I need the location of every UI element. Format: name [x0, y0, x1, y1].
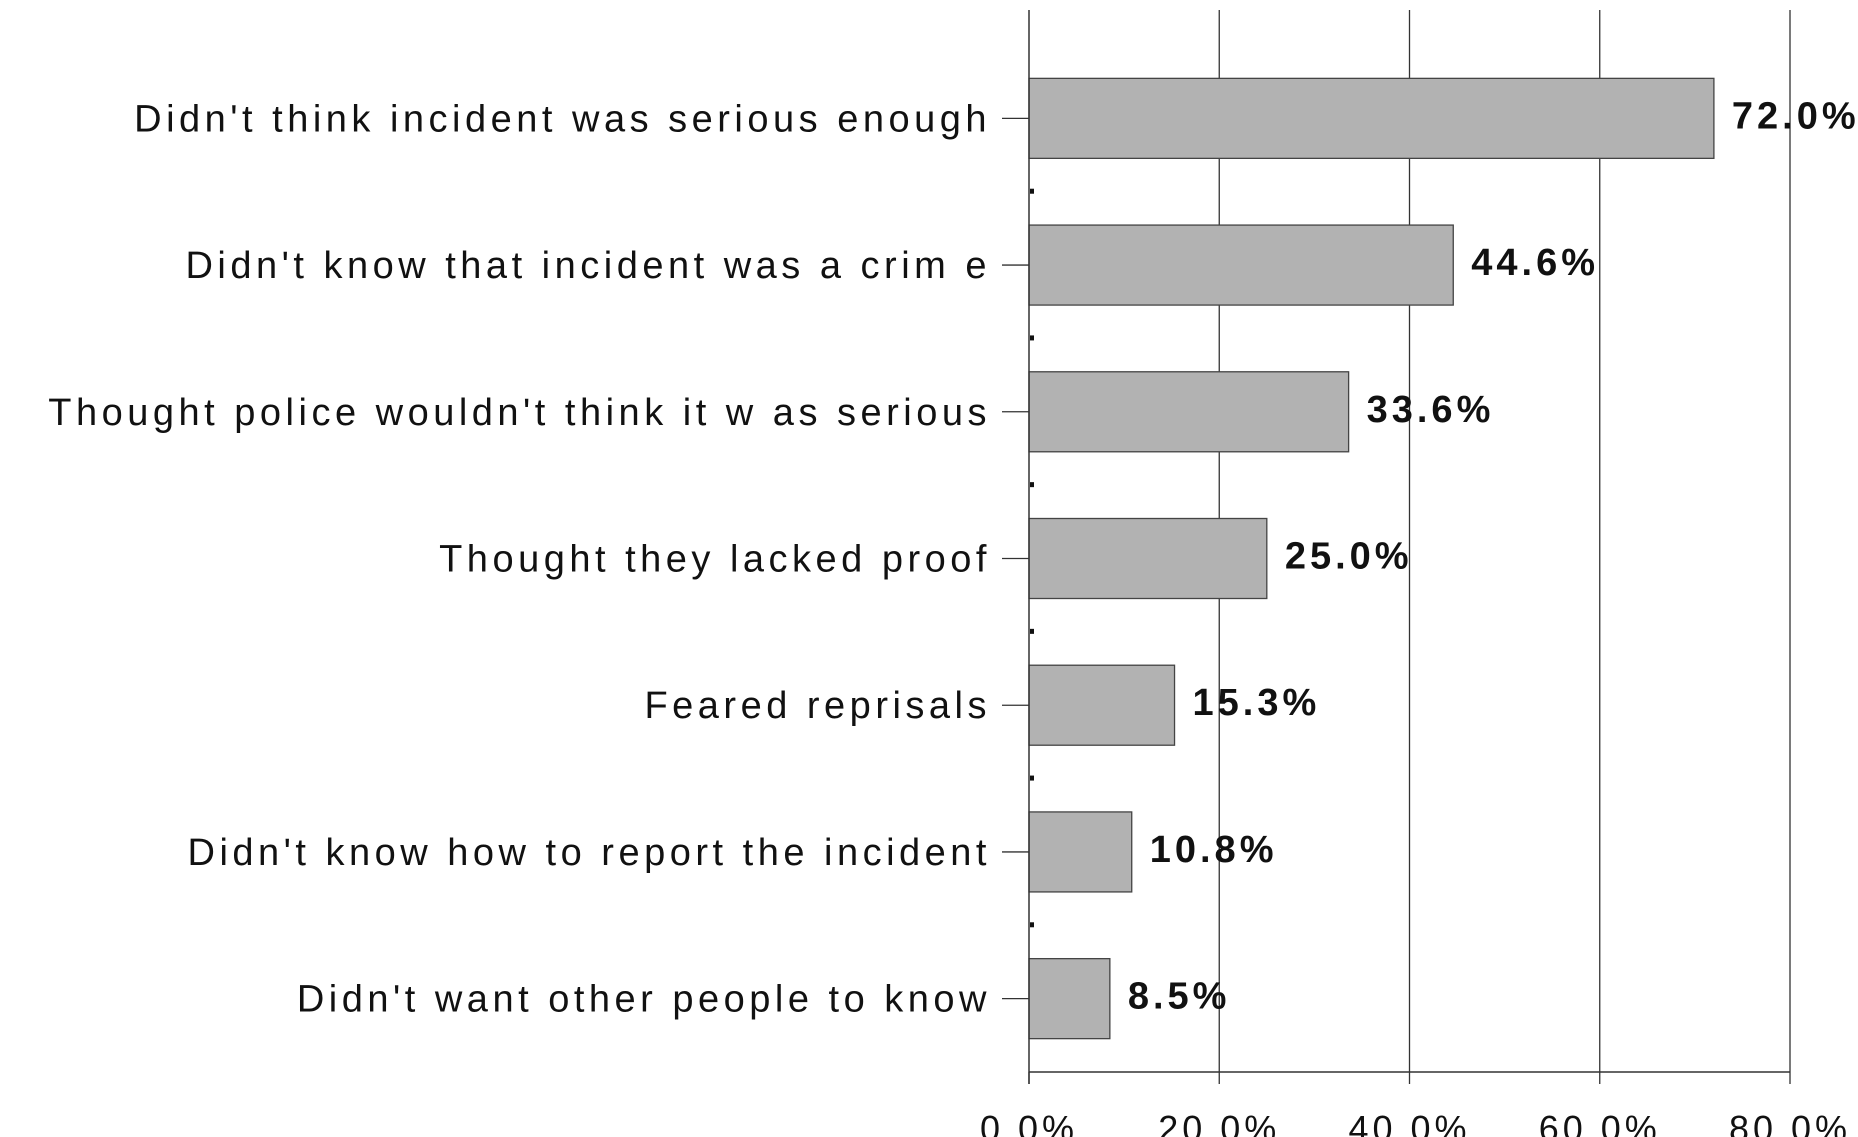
bar — [1028, 371, 1350, 453]
value-label: 15.3% — [1193, 682, 1321, 724]
value-label: 25.0% — [1285, 536, 1413, 578]
axes — [1002, 10, 1791, 1084]
category-label: Didn't know how to report the incident — [188, 832, 992, 874]
category-label: Thought they lacked proof — [439, 539, 991, 581]
bar — [1028, 957, 1111, 1040]
bar — [1028, 517, 1268, 600]
category-separator — [1030, 482, 1034, 488]
category-label: Didn't want other people to know — [297, 979, 991, 1021]
category-label: Didn't know that incident was a crim e — [185, 245, 991, 287]
value-label: 72.0% — [1732, 95, 1858, 137]
category-label: Feared reprisals — [644, 685, 991, 727]
category-labels: Didn't think incident was serious enough… — [48, 98, 992, 1021]
bar — [1028, 224, 1454, 306]
value-label: 33.6% — [1367, 389, 1495, 431]
x-tick-label: 20.0% — [1158, 1108, 1280, 1137]
x-tick-label: 80.0% — [1729, 1108, 1851, 1137]
bar — [1028, 77, 1715, 160]
category-separator — [1030, 628, 1034, 634]
value-labels: 72.0% 44.6% 33.6% 25.0% 15.3% 10.8% 8.5% — [1128, 95, 1858, 1018]
bar — [1028, 664, 1176, 746]
x-tick-label: 0.0% — [980, 1108, 1078, 1137]
value-label: 44.6% — [1471, 242, 1599, 284]
x-tick-label: 40.0% — [1348, 1108, 1470, 1137]
category-separator — [1030, 188, 1034, 194]
x-tick-label: 60.0% — [1539, 1108, 1661, 1137]
category-separator — [1030, 775, 1034, 781]
value-label: 10.8% — [1150, 829, 1278, 871]
bars — [1028, 77, 1715, 1040]
category-separator — [1030, 335, 1034, 341]
category-label: Thought police wouldn't think it w as se… — [48, 392, 991, 434]
category-label: Didn't think incident was serious enough — [134, 98, 991, 140]
value-label: 8.5% — [1128, 976, 1231, 1018]
category-separator — [1030, 922, 1034, 928]
x-tick-labels: 0.0% 20.0% 40.0% 60.0% 80.0% — [980, 1108, 1851, 1137]
bar — [1028, 811, 1133, 893]
